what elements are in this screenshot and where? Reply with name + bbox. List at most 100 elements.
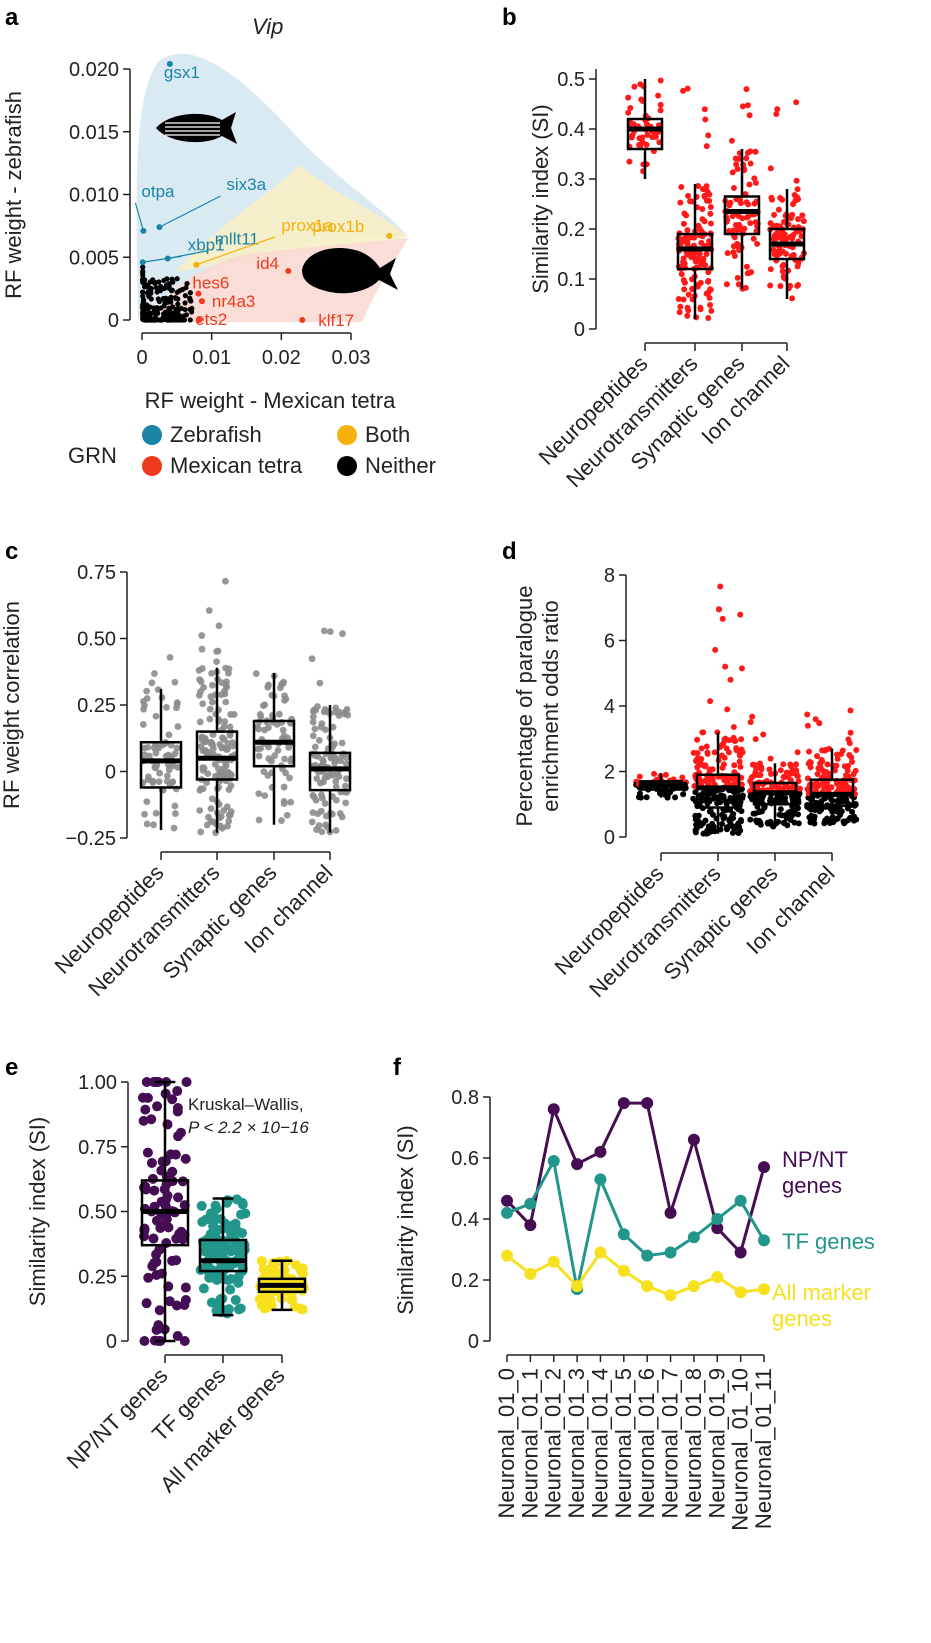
data-point xyxy=(179,1336,190,1346)
data-point xyxy=(707,286,714,293)
data-point xyxy=(149,1185,160,1196)
data-point xyxy=(717,583,724,590)
data-point xyxy=(225,817,233,825)
data-point xyxy=(760,731,767,738)
data-point xyxy=(208,739,216,747)
series-point xyxy=(501,1249,513,1262)
data-point xyxy=(329,723,337,731)
data-point xyxy=(207,805,215,813)
y-tick-label: 0.2 xyxy=(451,1270,479,1292)
data-point xyxy=(173,1131,184,1142)
data-point xyxy=(719,764,726,771)
data-point xyxy=(698,239,705,246)
data-point xyxy=(167,1094,178,1105)
y-axis-label: Percentage of paralogue xyxy=(512,586,537,827)
data-point xyxy=(745,213,752,220)
data-point xyxy=(318,828,326,836)
data-point xyxy=(206,705,214,713)
series-point xyxy=(664,1289,677,1302)
data-point xyxy=(320,758,327,766)
data-point xyxy=(744,149,751,156)
chart-title: Vip xyxy=(252,14,283,39)
series-point xyxy=(617,1264,630,1277)
data-point xyxy=(691,234,698,241)
data-point xyxy=(309,718,317,726)
y-tick-label: 6 xyxy=(604,631,615,653)
data-point xyxy=(672,794,679,801)
data-point xyxy=(256,1256,267,1267)
neither-point xyxy=(158,317,164,323)
zebrafish-silhouette xyxy=(156,112,237,144)
data-point xyxy=(766,766,773,773)
data-point xyxy=(734,166,741,173)
data-point xyxy=(703,183,710,190)
data-point xyxy=(651,770,658,777)
y-tick-label: 0.75 xyxy=(77,562,116,584)
data-point xyxy=(777,223,784,230)
data-point xyxy=(750,810,757,817)
data-point xyxy=(774,106,781,113)
data-point xyxy=(736,758,743,765)
data-point xyxy=(309,713,317,721)
data-point xyxy=(201,736,208,744)
data-point xyxy=(722,663,729,670)
data-point xyxy=(200,684,207,691)
data-point xyxy=(221,718,229,725)
data-point xyxy=(754,785,761,792)
data-point xyxy=(738,665,745,672)
data-point xyxy=(776,811,783,818)
data-point xyxy=(732,155,739,162)
data-point xyxy=(721,777,728,784)
data-point xyxy=(336,810,344,817)
y-tick-label: 0.005 xyxy=(69,247,119,269)
data-point xyxy=(321,800,329,807)
data-point xyxy=(715,606,722,613)
data-point xyxy=(694,736,701,743)
neither-point xyxy=(140,272,146,278)
data-point xyxy=(319,794,326,802)
data-point xyxy=(790,201,797,208)
x-tick-label: Neuronal_01_10 xyxy=(728,1368,753,1531)
data-point xyxy=(271,752,279,760)
point-label: klf17 xyxy=(318,311,354,330)
data-point xyxy=(223,803,231,811)
data-point xyxy=(780,761,787,768)
data-point xyxy=(170,1149,181,1160)
data-point xyxy=(166,653,174,661)
data-point xyxy=(279,726,287,734)
x-tick-label: Neuronal_01_5 xyxy=(611,1368,636,1518)
y-axis-label: RF weight correlation xyxy=(0,601,24,809)
data-point xyxy=(747,816,754,823)
series-point xyxy=(758,1283,770,1296)
data-point xyxy=(657,107,664,114)
data-point xyxy=(171,802,179,810)
data-point xyxy=(773,110,780,117)
data-point xyxy=(721,736,728,743)
neither-point xyxy=(183,285,189,291)
data-point xyxy=(780,773,787,780)
data-point xyxy=(702,817,709,824)
data-point xyxy=(789,783,796,790)
data-point xyxy=(779,196,786,203)
data-point xyxy=(848,754,855,761)
data-point xyxy=(172,1331,183,1342)
data-point xyxy=(737,817,744,824)
data-point xyxy=(777,282,784,289)
data-point xyxy=(217,691,225,699)
data-point xyxy=(769,196,776,203)
series-point xyxy=(524,1219,537,1232)
data-point xyxy=(171,1233,182,1244)
data-point xyxy=(280,800,288,808)
data-point xyxy=(721,754,728,761)
data-point xyxy=(692,829,699,836)
data-point xyxy=(847,814,854,821)
data-point xyxy=(222,577,229,585)
data-point xyxy=(794,194,801,201)
data-point xyxy=(281,692,288,700)
data-point xyxy=(723,281,730,288)
panel-letter-c: c xyxy=(5,538,18,565)
neither-point xyxy=(168,310,174,317)
data-point xyxy=(180,1282,191,1293)
neither-point xyxy=(140,309,146,315)
data-point xyxy=(738,746,745,753)
